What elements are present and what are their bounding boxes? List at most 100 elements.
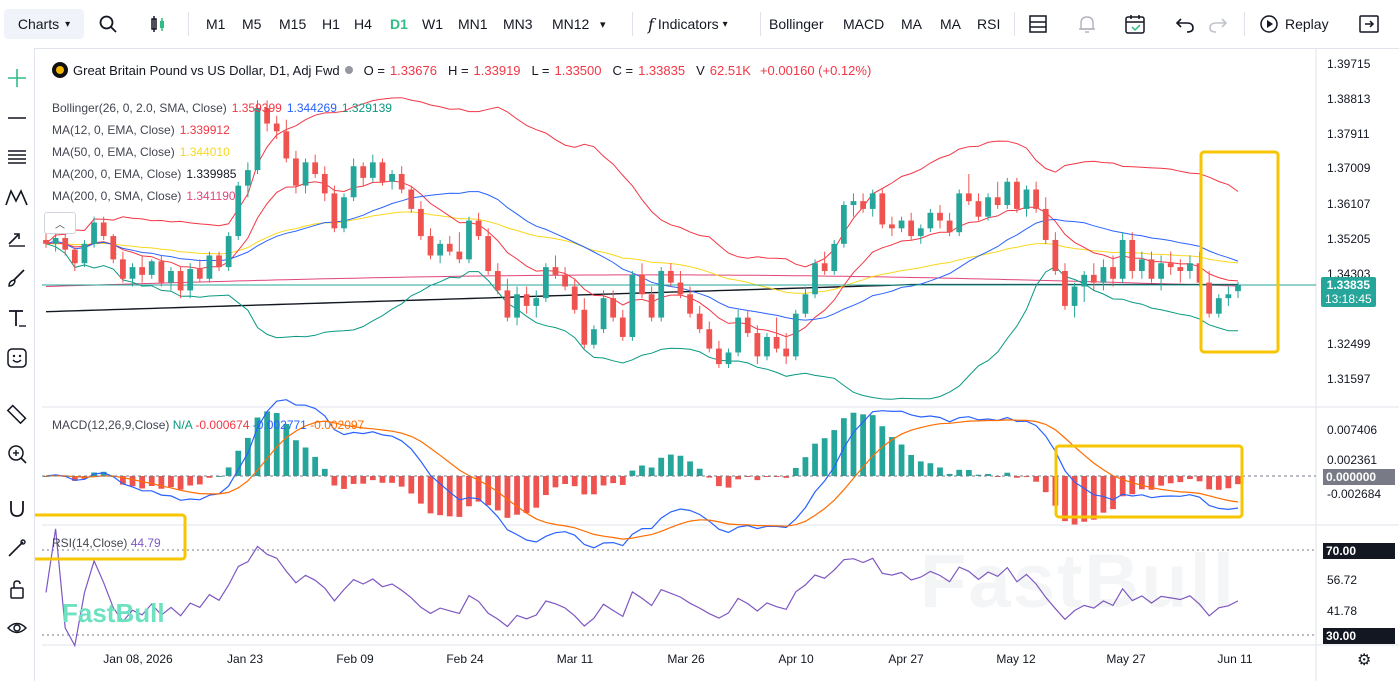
indicator-legend-1[interactable]: MA(12, 0, EMA, Close) 1.339912 bbox=[52, 123, 230, 137]
interval-h4[interactable]: H4 bbox=[354, 16, 372, 32]
candle-body bbox=[485, 236, 492, 271]
brush-icon[interactable] bbox=[4, 265, 30, 291]
prediction-icon[interactable] bbox=[4, 224, 30, 250]
zoom-in-icon[interactable] bbox=[4, 441, 30, 467]
quick-rsi[interactable]: RSI bbox=[977, 16, 1001, 32]
interval-mn1[interactable]: MN1 bbox=[458, 16, 488, 32]
macd-histogram-bar bbox=[129, 476, 136, 487]
redo-icon[interactable] bbox=[1208, 0, 1228, 48]
interval-d1[interactable]: D1 bbox=[390, 16, 408, 32]
macd-histogram-bar bbox=[735, 476, 742, 480]
candle-body bbox=[1148, 259, 1155, 279]
eye-icon[interactable] bbox=[4, 615, 30, 641]
layout-icon[interactable] bbox=[1028, 0, 1048, 48]
candle-body bbox=[100, 222, 107, 237]
calendar-icon[interactable] bbox=[1124, 0, 1146, 48]
macd-histogram-bar bbox=[658, 457, 665, 476]
indicators-button[interactable]: f Indicators ▾ bbox=[648, 0, 728, 48]
candle-body bbox=[956, 193, 963, 233]
indicator-value: 1.344010 bbox=[179, 145, 230, 159]
interval-mn3[interactable]: MN3 bbox=[503, 16, 533, 32]
indicator-value: 1.344269 bbox=[286, 101, 337, 115]
highlight-box-macd bbox=[1054, 444, 1244, 519]
high-value: 1.33919 bbox=[473, 62, 521, 78]
macd-histogram-bar bbox=[293, 440, 299, 476]
interval-mn12[interactable]: MN12 bbox=[552, 16, 590, 32]
indicator-legend-0[interactable]: Bollinger(26, 0, 2.0, SMA, Close) 1.35939… bbox=[52, 101, 392, 115]
macd-histogram-bar bbox=[120, 476, 126, 485]
rsi-line bbox=[45, 528, 1239, 648]
candle-body bbox=[648, 294, 655, 318]
top-toolbar: Charts ▾ M1 M5 M15 H1 H4 D1 W1 MN1 MN3 MN12 ▾ f I… bbox=[0, 0, 1399, 49]
macd-histogram-bar bbox=[985, 473, 991, 476]
candle-body bbox=[591, 329, 597, 345]
indicator-label: MA(200, 0, EMA, Close) bbox=[52, 167, 182, 181]
quick-ma[interactable]: MA bbox=[901, 16, 922, 32]
macd-histogram-bar bbox=[389, 476, 395, 483]
change-value: +0.00160 (+0.12%) bbox=[759, 62, 872, 78]
macd-value-2: -0.000674 bbox=[195, 418, 250, 432]
fastbull-logo: FastBull bbox=[62, 598, 165, 628]
chevron-down-icon[interactable]: ▾ bbox=[600, 18, 606, 31]
macd-value-3: -0.002771 bbox=[252, 418, 307, 432]
candle-body bbox=[1014, 181, 1020, 209]
price-tick: 1.37911 bbox=[1327, 127, 1370, 141]
candle-body bbox=[927, 212, 934, 229]
macd-histogram-bar bbox=[1158, 476, 1164, 486]
macd-histogram-bar bbox=[177, 476, 184, 490]
macd-histogram-bar bbox=[475, 476, 482, 502]
market-status-dot bbox=[344, 66, 353, 74]
candle-body bbox=[523, 294, 530, 306]
collapse-legend-button[interactable]: ︿ bbox=[44, 212, 76, 234]
macd-histogram-bar bbox=[1187, 476, 1193, 480]
quick-macd[interactable]: MACD bbox=[843, 16, 885, 32]
alert-icon[interactable] bbox=[1076, 0, 1098, 48]
settings-gear-icon[interactable]: ⚙ bbox=[1357, 652, 1372, 669]
bollinger-mid-line bbox=[45, 191, 1239, 321]
drawing-toolbar bbox=[0, 48, 35, 681]
macd-tick: -0.002684 bbox=[1327, 487, 1382, 501]
emoji-icon[interactable] bbox=[4, 345, 30, 371]
macd-histogram-bar bbox=[1138, 476, 1145, 490]
macd-histogram-bar bbox=[927, 463, 934, 476]
fullscreen-icon[interactable] bbox=[1358, 0, 1380, 48]
candle-body bbox=[273, 123, 280, 132]
lock-icon[interactable] bbox=[4, 576, 30, 602]
indicator-legend-2[interactable]: MA(50, 0, EMA, Close) 1.344010 bbox=[52, 145, 230, 159]
magnet-icon[interactable] bbox=[4, 495, 30, 521]
search-icon[interactable] bbox=[98, 0, 118, 48]
text-icon[interactable] bbox=[4, 305, 30, 331]
charts-dropdown[interactable]: Charts ▾ bbox=[4, 9, 84, 39]
interval-m15[interactable]: M15 bbox=[279, 16, 307, 32]
quick-ma-2[interactable]: MA bbox=[940, 16, 961, 32]
replay-button[interactable]: Replay bbox=[1259, 0, 1329, 48]
hide-drawings-icon[interactable] bbox=[4, 535, 30, 561]
candle-body bbox=[533, 298, 540, 306]
candle-body bbox=[81, 243, 88, 264]
candlestick-type-icon[interactable] bbox=[148, 0, 168, 48]
candle-body bbox=[1033, 189, 1040, 209]
ma12-ema-line bbox=[45, 180, 1239, 338]
candle-body bbox=[120, 259, 126, 279]
indicator-value: 1.359399 bbox=[231, 101, 282, 115]
interval-m5[interactable]: M5 bbox=[242, 16, 262, 32]
candle-body bbox=[889, 224, 895, 229]
trend-line-icon[interactable] bbox=[4, 105, 30, 131]
undo-icon[interactable] bbox=[1175, 0, 1195, 48]
candle-body bbox=[1225, 294, 1232, 299]
fib-lines-icon[interactable] bbox=[4, 144, 30, 170]
interval-w1[interactable]: W1 bbox=[422, 16, 443, 32]
replay-label: Replay bbox=[1285, 16, 1329, 32]
crosshair-icon[interactable] bbox=[4, 65, 30, 91]
indicator-legend-3[interactable]: MA(200, 0, EMA, Close) 1.339985 bbox=[52, 167, 236, 181]
candle-body bbox=[860, 201, 866, 209]
pattern-icon[interactable] bbox=[4, 184, 30, 210]
interval-h1[interactable]: H1 bbox=[322, 16, 340, 32]
quick-bollinger[interactable]: Bollinger bbox=[769, 16, 824, 32]
interval-m1[interactable]: M1 bbox=[206, 16, 226, 32]
candle-body bbox=[254, 108, 261, 171]
ruler-icon[interactable] bbox=[4, 401, 30, 427]
indicator-legend-4[interactable]: MA(200, 0, SMA, Close) 1.341190 bbox=[52, 189, 236, 203]
candle-body bbox=[110, 236, 117, 260]
